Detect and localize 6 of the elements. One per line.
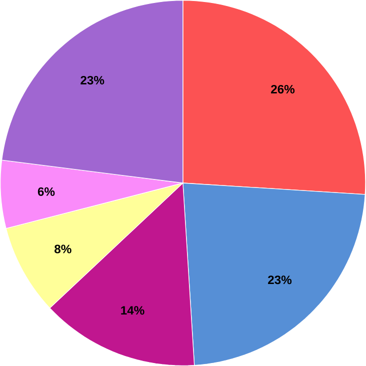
data-label: 23% [80, 76, 104, 85]
data-label: 23% [268, 276, 292, 284]
data-label: 14% [121, 306, 144, 315]
data-label: 26% [271, 84, 295, 94]
data-label: 6% [38, 187, 55, 196]
data-label: 8% [54, 244, 72, 254]
